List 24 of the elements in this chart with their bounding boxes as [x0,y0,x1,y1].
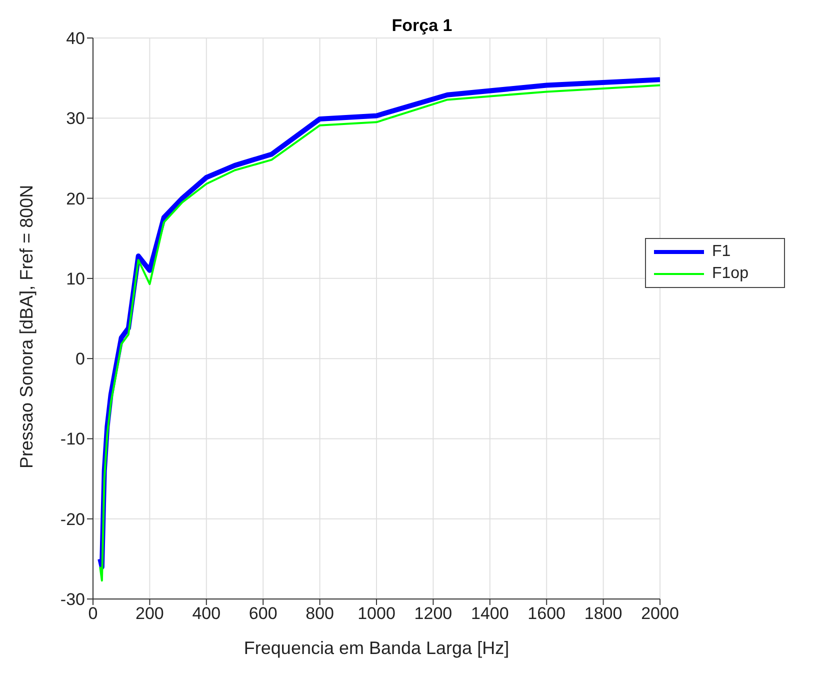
y-tick-label: 40 [66,29,85,48]
y-tick-label: 20 [66,189,85,208]
y-tick-label: -20 [60,510,85,529]
y-tick-label: -30 [60,590,85,610]
y-axis-title: Pressao Sonora [dBA], Fref = 800N [16,184,36,468]
x-tick-label: 2000 [641,604,679,624]
x-tick-label: 1200 [414,604,452,624]
x-tick-label: 1800 [584,604,622,624]
x-tick-label: 600 [248,604,278,624]
chart-title: Força 1 [392,16,452,35]
legend-label: F1op [712,265,748,283]
x-tick-label: 200 [136,604,164,624]
x-tick-label: 1000 [358,604,396,624]
y-tick-label: 0 [76,350,85,369]
y-tick-label: -10 [60,430,85,449]
x-tick-label: 400 [192,604,221,624]
x-tick-label: 0 [88,604,98,624]
y-tick-label: 10 [66,269,85,288]
legend-label: F1 [712,243,731,261]
y-tick-label: 30 [66,109,85,128]
x-tick-label: 1400 [470,604,509,624]
x-axis-title: Frequencia em Banda Larga [Hz] [244,638,510,658]
x-tick-label: 800 [306,604,334,624]
x-tick-label: 1600 [528,604,566,624]
